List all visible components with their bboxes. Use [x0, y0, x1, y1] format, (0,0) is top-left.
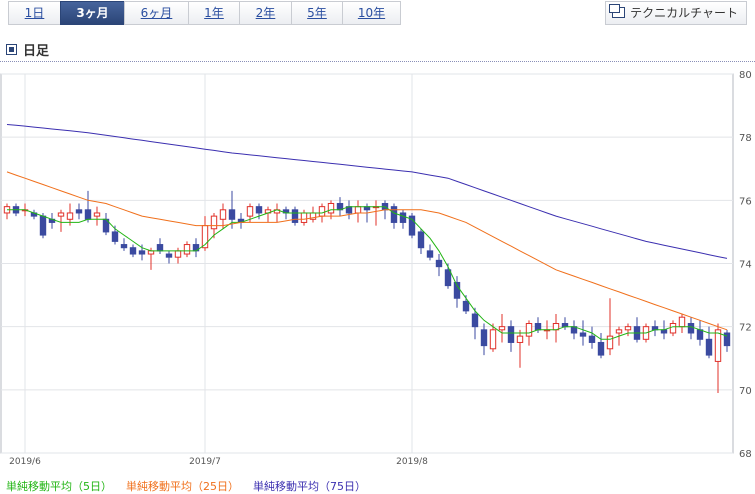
candle-up [246, 206, 254, 217]
tab-2years[interactable]: 2年 [239, 1, 291, 25]
ma-line-0 [7, 206, 728, 340]
y-tick-label: 80 [739, 70, 752, 81]
y-tick-label: 70 [739, 386, 752, 397]
candle-down [228, 209, 236, 220]
candle-down [75, 209, 83, 214]
technical-chart-label: テクニカルチャート [630, 6, 738, 20]
candle-up [489, 329, 497, 350]
candle-down [165, 253, 173, 258]
candle-down [462, 300, 470, 312]
candle-down [291, 209, 299, 223]
x-tick-label: 2019/8 [396, 457, 428, 466]
candle-up [678, 316, 686, 328]
candle-up [615, 329, 623, 334]
ma-line-2 [6, 124, 728, 259]
candle-down [138, 250, 146, 255]
candle-up [606, 335, 614, 350]
candle-up [66, 212, 74, 220]
candle-down [444, 269, 452, 287]
heading-marker-icon [6, 44, 17, 55]
candle-down [561, 323, 569, 328]
legend: 単純移動平均（5日） 単純移動平均（25日） 単純移動平均（75日） [6, 478, 366, 494]
candle-down [705, 338, 713, 356]
legend-ma25: 単純移動平均（25日） [126, 480, 239, 493]
candle-down [84, 209, 92, 220]
candle-up [327, 202, 335, 214]
candle-down [597, 341, 605, 356]
legend-ma75: 単純移動平均（75日） [253, 480, 366, 493]
candle-up [318, 206, 326, 217]
candle-up [624, 326, 632, 331]
period-tabs: 1日 3ヶ月 6ヶ月 1年 2年 5年 10年 [8, 1, 401, 25]
candle-down [687, 323, 695, 334]
candle-up [714, 329, 722, 362]
candle-down [129, 247, 137, 255]
candle-up [183, 244, 191, 255]
candle-down [471, 313, 479, 328]
candle-down [156, 244, 164, 252]
candle-up [498, 326, 506, 331]
candle-up [219, 209, 227, 220]
candle-down [399, 212, 407, 223]
candle-down [390, 206, 398, 223]
y-tick-label: 74 [739, 260, 752, 271]
candle-down [696, 329, 704, 340]
candle-down [723, 332, 731, 347]
x-tick-label: 2019/6 [9, 457, 41, 466]
candle-down [39, 215, 47, 236]
candle-down [435, 259, 443, 268]
candle-down [417, 231, 425, 249]
candle-up [57, 212, 65, 217]
candle-down [588, 335, 596, 343]
ma-line-1 [6, 171, 728, 331]
candle-up [93, 212, 101, 217]
candle-down [480, 329, 488, 347]
technical-chart-button[interactable]: テクニカルチャート [605, 1, 747, 25]
candle-down [507, 326, 515, 343]
y-tick-label: 76 [739, 196, 752, 207]
candle-up [174, 250, 182, 258]
candle-up [210, 215, 218, 230]
candle-down [453, 281, 461, 299]
candle-down [534, 323, 542, 331]
heading-text: 日足 [23, 44, 50, 59]
candle-up [669, 323, 677, 334]
candle-up [516, 335, 524, 343]
candle-down [579, 332, 587, 337]
tab-3months[interactable]: 3ヶ月 [60, 1, 124, 25]
y-tick-label: 68 [739, 449, 752, 460]
candle-up [300, 212, 308, 223]
candle-down [408, 215, 416, 236]
legend-ma5: 単純移動平均（5日） [6, 480, 112, 493]
tab-1year[interactable]: 1年 [188, 1, 239, 25]
divider [0, 61, 755, 62]
candle-up [525, 323, 533, 337]
window-icon [609, 4, 626, 18]
candlestick-chart: 68 70 72 74 76 78 80 2019/6 2019/7 2019/8 [0, 70, 752, 466]
candle-down [120, 244, 128, 249]
y-tick-label: 72 [739, 323, 752, 334]
tab-1day[interactable]: 1日 [8, 1, 60, 25]
candle-down [255, 206, 263, 214]
candle-down [426, 250, 434, 258]
tab-6months[interactable]: 6ヶ月 [124, 1, 188, 25]
x-tick-label: 2019/7 [189, 457, 221, 466]
y-tick-label: 78 [739, 133, 752, 144]
tab-5years[interactable]: 5年 [291, 1, 342, 25]
tab-10years[interactable]: 10年 [342, 1, 401, 25]
candle-up [354, 206, 362, 214]
chart-heading: 日足 [6, 40, 49, 59]
candle-down [111, 231, 119, 242]
